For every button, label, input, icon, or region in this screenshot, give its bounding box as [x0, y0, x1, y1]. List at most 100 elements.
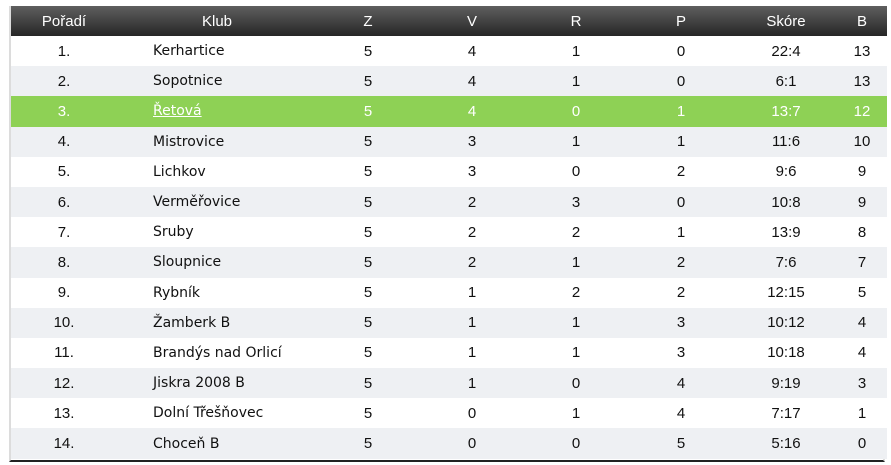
points-cell: 10 [853, 133, 871, 151]
losses-cell: 3 [676, 344, 686, 362]
played-cell: 5 [363, 435, 373, 453]
table-row: 8. Sloupnice 5 2 1 2 7:6 7 [11, 247, 887, 278]
rank-cell: 6. [57, 193, 71, 211]
points-cell: 0 [857, 435, 867, 453]
wins-cell: 1 [467, 374, 477, 392]
score-cell: 7:6 [775, 253, 797, 271]
wins-cell: 1 [467, 314, 477, 332]
rank-cell: 5. [57, 163, 71, 181]
draws-cell: 0 [571, 102, 581, 120]
wins-cell: 1 [467, 344, 477, 362]
score-cell: 22:4 [771, 42, 801, 60]
wins-cell: 2 [467, 223, 477, 241]
club-cell: Řetová [117, 96, 317, 126]
played-cell: 5 [363, 42, 373, 60]
club-name: Sloupnice [153, 254, 222, 271]
table-row: 12. Jiskra 2008 B 5 1 0 4 9:19 3 [11, 368, 887, 399]
table-header-row: Pořadí Klub Z V R P Skóre B [11, 6, 887, 36]
played-cell: 5 [363, 133, 373, 151]
table-row: 10. Žamberk B 5 1 1 3 10:12 4 [11, 307, 887, 338]
club-cell: Sopotnice [117, 66, 317, 96]
draws-cell: 1 [571, 314, 581, 332]
club-name: Choceň B [153, 435, 220, 452]
score-cell: 10:8 [771, 193, 801, 211]
score-cell: 13:9 [771, 223, 801, 241]
losses-cell: 2 [676, 284, 686, 302]
points-cell: 5 [857, 284, 867, 302]
wins-cell: 4 [467, 42, 477, 60]
points-cell: 13 [853, 42, 871, 60]
table-row: 13. Dolní Třešňovec 5 0 1 4 7:17 1 [11, 398, 887, 429]
played-cell: 5 [363, 253, 373, 271]
played-cell: 5 [363, 404, 373, 422]
score-cell: 7:17 [771, 404, 801, 422]
wins-cell: 2 [467, 193, 477, 211]
played-cell: 5 [363, 193, 373, 211]
wins-cell: 4 [467, 102, 477, 120]
losses-cell: 1 [676, 133, 686, 151]
score-cell: 10:12 [767, 314, 805, 332]
points-cell: 1 [857, 404, 867, 422]
losses-cell: 5 [676, 435, 686, 453]
table-body: 1. Kerhartice 5 4 1 0 22:4 13 2. Sopotnice 5 4 1 0 6:1… [11, 36, 887, 459]
draws-cell: 1 [571, 253, 581, 271]
draws-cell: 0 [571, 374, 581, 392]
points-cell: 12 [853, 102, 871, 120]
club-name: Sopotnice [153, 73, 223, 90]
table-row: 11. Brandýs nad Orlicí 5 1 1 3 10:18 4 [11, 337, 887, 369]
losses-cell: 2 [676, 253, 686, 271]
points-cell: 4 [857, 344, 867, 362]
table-row: 14. Choceň B 5 0 0 5 5:16 0 [11, 428, 887, 459]
wins-cell: 3 [467, 163, 477, 181]
score-cell: 10:18 [767, 344, 805, 362]
club-cell: Lichkov [117, 157, 317, 187]
club-cell: Verměřovice [117, 187, 317, 217]
draws-cell: 3 [571, 193, 581, 211]
club-name: Mistrovice [153, 133, 225, 150]
draws-cell: 1 [571, 42, 581, 60]
club-cell: Jiskra 2008 B [117, 368, 317, 398]
rank-cell: 4. [57, 133, 71, 151]
points-cell: 8 [857, 223, 867, 241]
wins-cell: 1 [467, 284, 477, 302]
draws-cell: 0 [571, 163, 581, 181]
header-points: B [856, 12, 867, 30]
wins-cell: 4 [467, 72, 477, 90]
rank-cell: 3. [57, 102, 71, 120]
losses-cell: 1 [676, 102, 686, 120]
rank-cell: 2. [57, 72, 71, 90]
score-cell: 5:16 [771, 435, 801, 453]
wins-cell: 0 [467, 404, 477, 422]
rank-cell: 11. [54, 344, 74, 362]
club-cell: Kerhartice [117, 36, 317, 66]
wins-cell: 0 [467, 435, 477, 453]
losses-cell: 4 [676, 404, 686, 422]
draws-cell: 1 [571, 72, 581, 90]
points-cell: 13 [853, 72, 871, 90]
club-name: Verměřovice [153, 194, 241, 211]
header-wins: V [466, 12, 477, 30]
wins-cell: 2 [467, 253, 477, 271]
points-cell: 4 [857, 314, 867, 332]
score-cell: 13:7 [771, 102, 801, 120]
score-cell: 9:6 [775, 163, 797, 181]
table-row: 6. Verměřovice 5 2 3 0 10:8 9 [11, 186, 887, 218]
losses-cell: 1 [676, 223, 686, 241]
header-club: Klub [201, 12, 233, 30]
points-cell: 3 [857, 374, 867, 392]
standings-table: Pořadí Klub Z V R P Skóre B 1. Kerhartice… [9, 6, 887, 462]
rank-cell: 1. [57, 42, 71, 60]
draws-cell: 0 [571, 435, 581, 453]
draws-cell: 1 [571, 133, 581, 151]
score-cell: 11:6 [771, 133, 801, 151]
points-cell: 7 [857, 253, 867, 271]
club-cell: Brandýs nad Orlicí [117, 338, 317, 368]
rank-cell: 13. [53, 404, 75, 422]
club-cell: Sruby [117, 217, 317, 247]
losses-cell: 2 [676, 163, 686, 181]
club-link[interactable]: Řetová [153, 103, 202, 120]
draws-cell: 1 [571, 404, 581, 422]
losses-cell: 3 [676, 314, 686, 332]
club-cell: Dolní Třešňovec [117, 398, 317, 428]
played-cell: 5 [363, 102, 373, 120]
